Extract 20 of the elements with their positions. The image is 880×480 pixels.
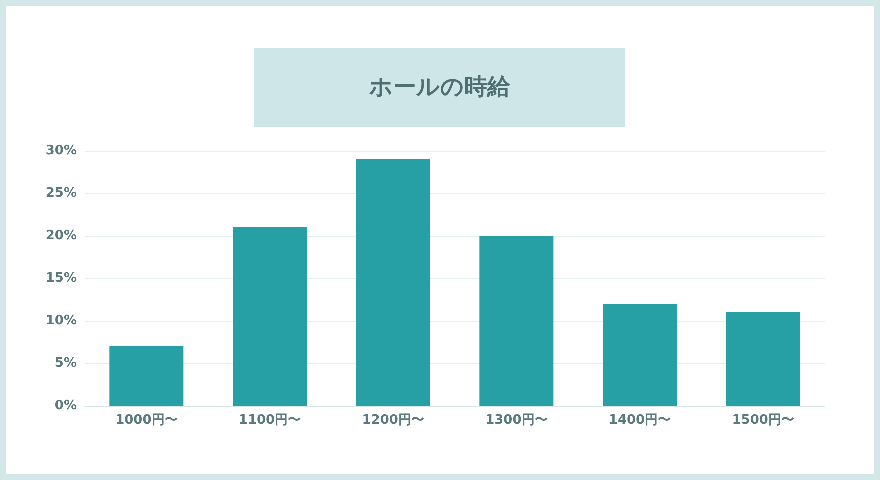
x-tick-label: 1400円〜: [608, 413, 672, 428]
y-tick-label: 15%: [46, 271, 77, 286]
y-tick-label: 25%: [46, 186, 77, 201]
x-tick-label: 1200円〜: [362, 413, 424, 428]
y-tick-label: 20%: [46, 228, 77, 244]
bar: [603, 304, 677, 406]
bar: [356, 160, 430, 406]
y-tick-label: 5%: [54, 356, 77, 371]
y-tick-label: 30%: [46, 144, 77, 158]
x-tick-label: 1500円〜: [732, 413, 794, 428]
bar: [233, 228, 307, 406]
x-tick-label: 1100円〜: [238, 413, 302, 428]
bar: [726, 312, 800, 406]
bar: [480, 236, 554, 406]
y-tick-label: 0%: [54, 398, 77, 414]
x-tick-label: 1300円〜: [486, 413, 548, 428]
x-tick-label: 1000円〜: [116, 413, 178, 428]
y-tick-label: 10%: [46, 314, 77, 328]
chart-title: ホールの時給: [368, 74, 512, 100]
bar: [110, 346, 184, 406]
